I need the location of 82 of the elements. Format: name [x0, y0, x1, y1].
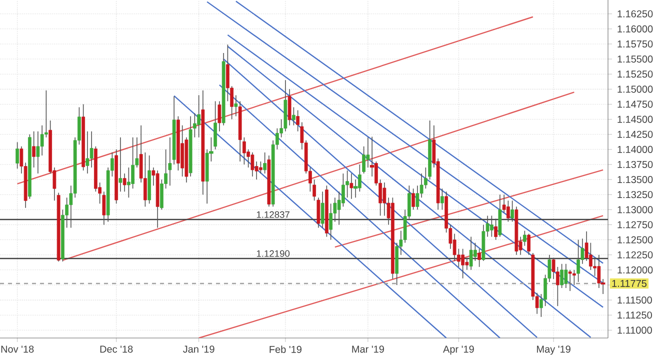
candlestick — [572, 270, 576, 286]
y-tick-label: 1.12750 — [618, 221, 653, 228]
x-tick-label: Dec '18 — [100, 346, 133, 353]
y-tick-label: 1.12000 — [618, 266, 653, 274]
y-tick-label: 1.12250 — [618, 251, 653, 258]
candlestick — [90, 130, 94, 168]
candlestick — [32, 130, 36, 168]
x-tick-label: May '19 — [537, 346, 570, 355]
x-tick-label: Nov '18 — [1, 346, 34, 353]
candlestick — [86, 130, 90, 174]
y-tick-label: 1.13750 — [618, 160, 653, 168]
y-tick-label: 1.13250 — [618, 191, 653, 198]
y-tick-label: 1.11000 — [618, 326, 652, 334]
candlestick — [564, 263, 568, 288]
candlestick — [131, 136, 135, 189]
candlestick — [342, 173, 345, 208]
candlestick — [350, 173, 354, 200]
y-tick-label: 1.14750 — [618, 100, 653, 108]
ref-line-label: 1.12190 — [256, 250, 290, 257]
candlestick — [597, 254, 601, 288]
candlestick — [127, 167, 130, 198]
y-tick-label: 1.12500 — [618, 236, 653, 244]
y-tick-label: 1.14500 — [618, 116, 653, 123]
candlestick — [461, 248, 464, 279]
candlestick — [560, 263, 564, 288]
y-tick-label: 1.15750 — [618, 40, 653, 48]
candlestick — [193, 112, 196, 138]
candlestick — [494, 218, 498, 240]
candlestick — [568, 270, 572, 292]
candlestick — [465, 257, 469, 270]
candlestick — [527, 233, 530, 256]
y-tick-label: 1.16000 — [618, 25, 653, 32]
candlestick — [312, 179, 316, 202]
candlestick — [242, 136, 246, 165]
candlestick — [510, 200, 514, 222]
candlestick — [292, 106, 296, 126]
y-tick-label: 1.15500 — [618, 56, 653, 63]
candlestick — [259, 161, 262, 174]
candlestick — [416, 185, 420, 210]
candlestick — [218, 100, 222, 132]
x-tick-label: Mar '19 — [352, 346, 384, 353]
y-tick-label: 1.13000 — [618, 206, 653, 214]
candlestick — [329, 203, 332, 240]
y-tick-label: 1.16250 — [618, 10, 653, 18]
candlestick — [40, 124, 44, 156]
y-tick-label: 1.14000 — [618, 146, 653, 153]
candlestick — [16, 142, 20, 170]
y-tick-label: 1.15250 — [618, 70, 653, 78]
candlestick — [576, 239, 580, 282]
candlestick — [382, 182, 386, 216]
candlestick — [316, 197, 320, 228]
candlestick — [320, 191, 324, 228]
candlestick — [469, 236, 473, 270]
candlestick — [478, 248, 481, 268]
y-tick-label: 1.11500 — [618, 296, 652, 304]
candlestick — [250, 152, 254, 177]
candlestick — [523, 230, 526, 246]
candlestick — [214, 100, 218, 150]
candlestick — [588, 242, 592, 270]
candlestick — [144, 152, 147, 208]
candlestick — [288, 88, 292, 126]
candlestick — [118, 136, 122, 192]
y-tick-label: 1.14250 — [618, 130, 653, 138]
candlestick — [506, 200, 510, 222]
ref-line-label: 1.12837 — [256, 211, 290, 218]
candlestick — [263, 152, 267, 174]
candlestick — [362, 146, 366, 174]
candlestick — [490, 215, 494, 238]
candlestick — [412, 188, 415, 210]
candlestick — [122, 173, 126, 192]
x-tick-label: Apr '19 — [443, 346, 474, 355]
candlestick — [440, 188, 444, 210]
candlestick — [366, 136, 370, 168]
x-tick-label: Jan '19 — [183, 346, 214, 353]
y-tick-label: 1.15000 — [618, 86, 653, 93]
x-tick-label: Feb '19 — [270, 346, 302, 353]
candlestick — [296, 110, 300, 132]
candlestick — [102, 191, 106, 226]
candlestick — [197, 94, 201, 138]
y-tick-label: 1.13500 — [618, 176, 653, 184]
y-tick-label: 1.11250 — [618, 312, 652, 319]
ref-line-label: 1.11775 — [612, 280, 647, 287]
